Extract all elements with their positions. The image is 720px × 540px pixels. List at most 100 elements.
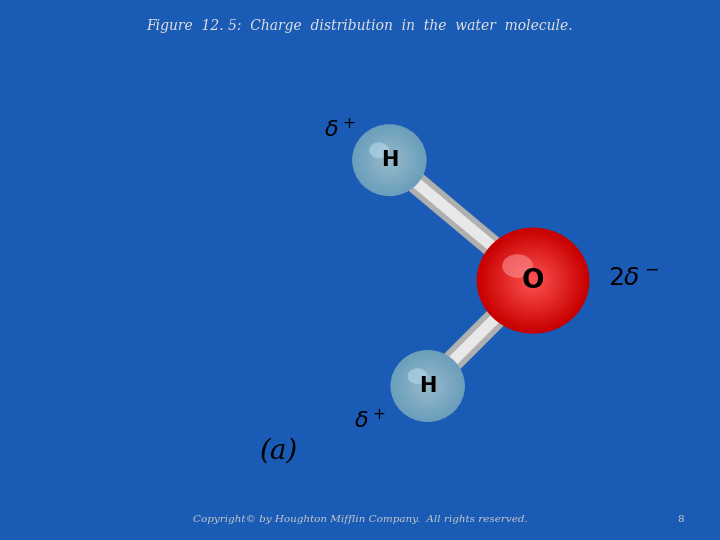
- Ellipse shape: [379, 150, 400, 171]
- Text: O: O: [522, 268, 544, 294]
- Ellipse shape: [360, 132, 418, 188]
- Ellipse shape: [481, 232, 585, 329]
- Ellipse shape: [410, 369, 445, 402]
- Ellipse shape: [410, 368, 446, 403]
- Ellipse shape: [418, 376, 437, 395]
- Ellipse shape: [503, 254, 533, 278]
- Ellipse shape: [520, 268, 546, 293]
- Ellipse shape: [426, 383, 430, 388]
- Ellipse shape: [406, 365, 449, 407]
- Ellipse shape: [529, 277, 537, 284]
- Ellipse shape: [386, 157, 393, 164]
- Ellipse shape: [354, 126, 425, 194]
- Ellipse shape: [363, 134, 416, 186]
- Ellipse shape: [426, 385, 429, 387]
- Ellipse shape: [415, 374, 440, 398]
- Ellipse shape: [379, 151, 399, 170]
- Ellipse shape: [417, 375, 438, 396]
- Ellipse shape: [358, 130, 421, 191]
- Ellipse shape: [523, 272, 542, 289]
- Ellipse shape: [388, 159, 390, 161]
- Ellipse shape: [513, 261, 554, 300]
- Ellipse shape: [498, 247, 568, 314]
- Ellipse shape: [408, 367, 447, 405]
- Ellipse shape: [367, 139, 411, 181]
- Ellipse shape: [356, 129, 422, 192]
- Ellipse shape: [370, 141, 409, 179]
- Ellipse shape: [509, 258, 557, 303]
- Ellipse shape: [483, 234, 583, 328]
- Ellipse shape: [516, 265, 550, 296]
- Ellipse shape: [408, 368, 428, 384]
- Ellipse shape: [369, 140, 410, 180]
- Ellipse shape: [477, 228, 589, 333]
- Text: H: H: [381, 150, 398, 170]
- Ellipse shape: [510, 260, 555, 301]
- Ellipse shape: [359, 131, 420, 190]
- Ellipse shape: [395, 354, 461, 417]
- Text: $2\delta^-$: $2\delta^-$: [608, 267, 660, 290]
- Ellipse shape: [400, 359, 456, 413]
- Ellipse shape: [405, 364, 451, 408]
- Ellipse shape: [414, 373, 441, 399]
- Text: Figure  12. 5:  Charge  distribution  in  the  water  molecule.: Figure 12. 5: Charge distribution in the…: [147, 19, 573, 33]
- Ellipse shape: [394, 353, 462, 419]
- Ellipse shape: [391, 351, 464, 421]
- Text: 8: 8: [677, 515, 684, 524]
- Ellipse shape: [403, 362, 452, 409]
- Ellipse shape: [381, 152, 398, 168]
- Ellipse shape: [407, 366, 449, 406]
- Ellipse shape: [387, 158, 392, 163]
- Ellipse shape: [489, 239, 577, 322]
- Ellipse shape: [369, 143, 390, 158]
- Ellipse shape: [515, 263, 552, 298]
- Ellipse shape: [377, 148, 402, 172]
- Ellipse shape: [503, 253, 563, 308]
- Text: $\delta^+$: $\delta^+$: [324, 118, 356, 141]
- Ellipse shape: [492, 242, 574, 319]
- Ellipse shape: [531, 279, 535, 282]
- Ellipse shape: [412, 371, 444, 401]
- Text: Copyright© by Houghton Mifflin Company.  All rights reserved.: Copyright© by Houghton Mifflin Company. …: [193, 515, 527, 524]
- Ellipse shape: [402, 361, 453, 410]
- Ellipse shape: [392, 352, 463, 420]
- Ellipse shape: [401, 360, 454, 412]
- Text: H: H: [419, 376, 436, 396]
- Text: (a): (a): [260, 438, 298, 465]
- Ellipse shape: [361, 133, 418, 187]
- Ellipse shape: [528, 275, 539, 286]
- Ellipse shape: [502, 251, 564, 310]
- Ellipse shape: [413, 372, 442, 400]
- Ellipse shape: [505, 254, 561, 307]
- Ellipse shape: [420, 379, 435, 393]
- Ellipse shape: [372, 143, 408, 178]
- Ellipse shape: [424, 382, 431, 389]
- Ellipse shape: [353, 125, 426, 195]
- Ellipse shape: [376, 147, 402, 173]
- Ellipse shape: [522, 270, 544, 291]
- Ellipse shape: [494, 244, 572, 317]
- Ellipse shape: [365, 137, 414, 184]
- Ellipse shape: [396, 355, 459, 416]
- Ellipse shape: [423, 381, 433, 391]
- Ellipse shape: [490, 241, 576, 321]
- Ellipse shape: [366, 138, 413, 183]
- Ellipse shape: [399, 358, 456, 414]
- Ellipse shape: [364, 136, 415, 185]
- Ellipse shape: [375, 146, 404, 174]
- Ellipse shape: [496, 246, 570, 315]
- Ellipse shape: [500, 249, 567, 312]
- Ellipse shape: [356, 127, 423, 193]
- Ellipse shape: [382, 153, 397, 167]
- Ellipse shape: [384, 156, 395, 165]
- Ellipse shape: [397, 357, 458, 415]
- Ellipse shape: [526, 274, 541, 288]
- Ellipse shape: [480, 230, 587, 331]
- Ellipse shape: [487, 237, 580, 324]
- Ellipse shape: [507, 256, 559, 305]
- Ellipse shape: [372, 144, 406, 177]
- Ellipse shape: [518, 267, 548, 294]
- Ellipse shape: [383, 154, 395, 166]
- Ellipse shape: [422, 380, 433, 392]
- Ellipse shape: [419, 378, 436, 394]
